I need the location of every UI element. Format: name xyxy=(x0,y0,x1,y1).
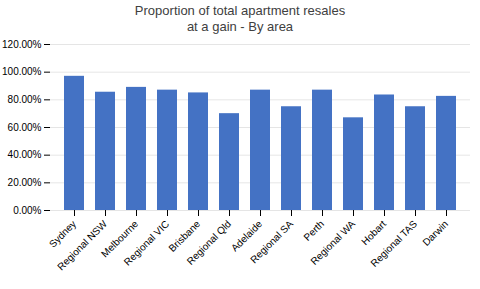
svg-text:20.00%: 20.00% xyxy=(8,177,42,188)
html-text:Proportion of total apartment: Proportion of total apartment resales at… xyxy=(134,3,346,34)
svg-text:100.00%: 100.00% xyxy=(2,67,42,78)
svg-text:Sydney: Sydney xyxy=(46,218,79,250)
svg-text:80.00%: 80.00% xyxy=(8,94,42,105)
svg-text:Regional NSW: Regional NSW xyxy=(55,218,110,273)
svg-text:Regional WA: Regional WA xyxy=(308,218,357,267)
svg-text:Adelaide: Adelaide xyxy=(228,218,265,254)
svg-text:Hobart: Hobart xyxy=(359,218,388,247)
svg-text:Melbourne: Melbourne xyxy=(99,218,141,260)
svg-text:Perth: Perth xyxy=(301,218,326,243)
svg-text:0.00%: 0.00% xyxy=(13,205,41,216)
svg-text:40.00%: 40.00% xyxy=(8,150,42,161)
svg-text:Brisbane: Brisbane xyxy=(166,218,203,255)
svg-text:Regional SA: Regional SA xyxy=(248,218,295,265)
svg-text:Regional TAS: Regional TAS xyxy=(368,218,419,269)
svg-text:60.00%: 60.00% xyxy=(8,122,42,133)
svg-text:Regional Qld: Regional Qld xyxy=(185,218,234,267)
svg-text:Darwin: Darwin xyxy=(420,218,450,248)
svg-text:Regional VIC: Regional VIC xyxy=(122,218,171,267)
svg-text:120.00%: 120.00% xyxy=(2,39,42,50)
